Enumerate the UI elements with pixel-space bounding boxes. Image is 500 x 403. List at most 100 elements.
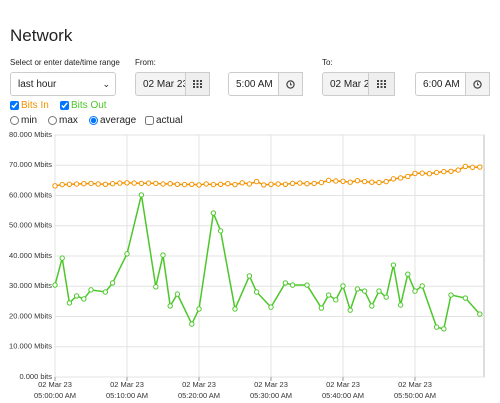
calendar-icon	[193, 80, 202, 88]
data-point	[289, 282, 296, 288]
to-calendar-button[interactable]	[368, 72, 395, 96]
radio[interactable]	[89, 116, 98, 125]
data-point	[376, 179, 382, 186]
average-option[interactable]: average	[89, 115, 136, 126]
data-point	[455, 167, 461, 173]
data-point	[325, 177, 332, 184]
checkbox[interactable]	[145, 116, 154, 125]
data-point	[117, 180, 123, 186]
data-point	[102, 289, 109, 295]
clock-icon	[286, 79, 295, 89]
data-point	[462, 295, 469, 301]
data-point	[304, 181, 310, 187]
from-clock-button[interactable]	[278, 72, 303, 96]
clock-icon	[473, 79, 482, 89]
x-tick-label: 02 Mar 23	[398, 380, 432, 389]
data-point	[131, 180, 137, 186]
data-point	[52, 282, 58, 288]
from-calendar-button[interactable]	[185, 72, 210, 96]
y-tick-label: 40.000 Mbits	[9, 251, 52, 260]
data-point	[390, 176, 397, 182]
data-point	[297, 180, 303, 186]
x-tick-label: 02 Mar 23	[110, 380, 144, 389]
y-tick-label: 30.000 Mbits	[9, 281, 52, 290]
data-point	[333, 297, 339, 303]
legend-label: Bits Out	[71, 100, 107, 111]
data-point	[383, 294, 389, 300]
data-point	[441, 326, 447, 332]
to-time-text: 6:00 AM	[423, 78, 460, 90]
data-point	[318, 179, 325, 186]
bits-out-toggle[interactable]: Bits Out	[60, 100, 107, 111]
data-point	[405, 271, 411, 277]
option-label: actual	[156, 115, 183, 126]
y-tick-label: 60.000 Mbits	[9, 190, 52, 199]
data-point	[124, 251, 130, 257]
data-point	[311, 180, 317, 187]
y-tick-label: 20.000 Mbits	[9, 311, 52, 320]
min-option[interactable]: min	[10, 115, 37, 126]
data-point	[441, 168, 447, 175]
option-label: average	[100, 115, 137, 126]
to-time[interactable]: 6:00 AM	[415, 72, 466, 96]
series-line	[54, 194, 481, 330]
data-point	[397, 175, 404, 181]
data-point	[268, 181, 274, 188]
data-point	[340, 283, 346, 289]
data-point	[397, 302, 404, 308]
data-point	[196, 306, 202, 312]
data-point	[73, 293, 80, 299]
data-point	[333, 178, 339, 184]
data-point	[354, 286, 361, 292]
x-tick-label: 02 Mar 23	[38, 380, 72, 389]
data-point	[174, 291, 181, 297]
data-point	[88, 287, 94, 293]
to-clock-button[interactable]	[465, 72, 490, 96]
page-title: Network	[10, 26, 73, 45]
y-tick-label: 10.000 Mbits	[9, 342, 52, 351]
max-option[interactable]: max	[48, 115, 78, 126]
radio[interactable]	[10, 116, 19, 125]
data-point	[275, 181, 281, 187]
actual-option[interactable]: actual	[145, 115, 183, 126]
data-point	[462, 163, 469, 170]
data-point	[232, 181, 238, 188]
bits-in-toggle[interactable]: Bits In	[10, 100, 49, 111]
data-point	[109, 280, 116, 286]
dropdown-arrow: ⌄	[102, 78, 110, 89]
data-point	[66, 181, 73, 188]
data-point	[59, 181, 65, 188]
from-date-text: 02 Mar 23	[143, 78, 186, 90]
to-date-text: 02 Mar 23	[330, 78, 369, 90]
checkbox[interactable]	[10, 101, 19, 110]
data-point	[88, 180, 94, 187]
data-point	[419, 170, 425, 176]
radio[interactable]	[48, 116, 57, 125]
data-point	[304, 282, 310, 288]
data-point	[102, 181, 109, 188]
from-time[interactable]: 5:00 AM	[228, 72, 279, 96]
data-point	[412, 170, 418, 177]
data-point	[181, 181, 188, 188]
data-point	[59, 255, 65, 261]
data-point	[282, 280, 289, 286]
x-tick-label: 05:00:00 AM	[34, 391, 76, 400]
data-point	[448, 168, 454, 175]
range-select[interactable]: last hour ⌄	[10, 72, 116, 96]
data-point	[412, 288, 418, 294]
data-point	[160, 252, 166, 258]
data-point	[369, 303, 375, 309]
data-point	[318, 305, 325, 311]
data-point	[167, 303, 173, 309]
data-point	[361, 178, 368, 185]
data-point	[81, 181, 87, 187]
data-point	[253, 178, 260, 185]
data-point	[109, 181, 116, 187]
from-date[interactable]: 02 Mar 23	[135, 72, 186, 96]
data-point	[203, 181, 209, 187]
data-point	[73, 181, 80, 187]
checkbox[interactable]	[60, 101, 69, 110]
data-point	[433, 169, 440, 176]
to-date[interactable]: 02 Mar 23	[322, 72, 369, 96]
data-point	[217, 228, 224, 234]
